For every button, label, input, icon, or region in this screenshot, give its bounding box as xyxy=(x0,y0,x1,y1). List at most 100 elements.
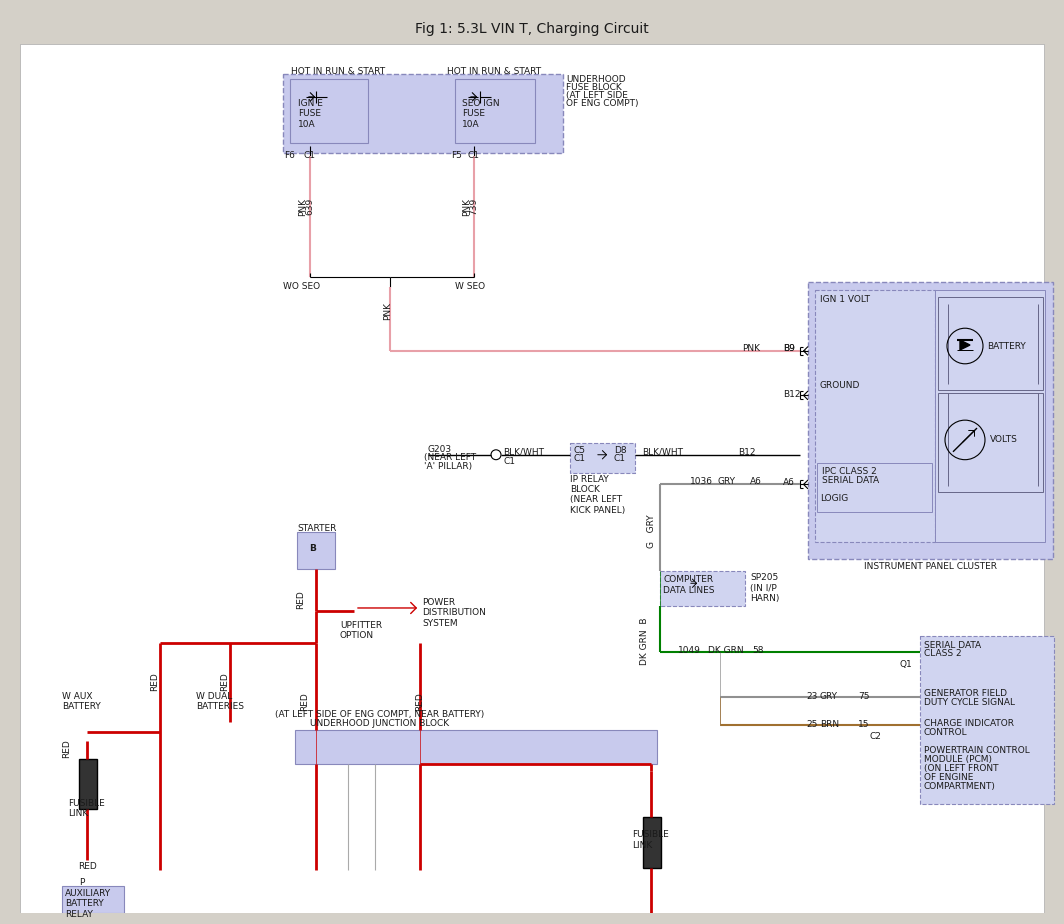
Text: IGN 1 VOLT: IGN 1 VOLT xyxy=(820,295,870,304)
Text: COMPUTER
DATA LINES: COMPUTER DATA LINES xyxy=(663,576,715,595)
Text: D8: D8 xyxy=(614,446,627,455)
Bar xyxy=(808,282,1053,558)
Text: W SEO: W SEO xyxy=(455,282,485,291)
Bar xyxy=(920,636,1054,804)
Bar xyxy=(295,730,656,764)
Text: COMPARTMENT): COMPARTMENT) xyxy=(924,782,996,791)
Text: GROUND: GROUND xyxy=(820,381,861,390)
Text: B12: B12 xyxy=(783,390,800,398)
Text: UNDERHOOD: UNDERHOOD xyxy=(566,75,626,84)
Text: W AUX
BATTERY: W AUX BATTERY xyxy=(62,692,101,711)
Text: B: B xyxy=(309,543,316,553)
Text: RED: RED xyxy=(220,673,229,691)
Text: IP RELAY
BLOCK
(NEAR LEFT
KICK PANEL): IP RELAY BLOCK (NEAR LEFT KICK PANEL) xyxy=(570,475,626,515)
Text: VOLTS: VOLTS xyxy=(990,435,1018,444)
Text: G   GRY: G GRY xyxy=(647,514,656,548)
Bar xyxy=(938,297,1043,391)
Bar xyxy=(283,74,563,153)
Text: 58: 58 xyxy=(752,646,764,654)
Text: HOT IN RUN & START: HOT IN RUN & START xyxy=(290,67,385,76)
Text: 'A' PILLAR): 'A' PILLAR) xyxy=(423,462,472,470)
Text: OF ENG COMPT): OF ENG COMPT) xyxy=(566,99,638,108)
Text: B9: B9 xyxy=(783,344,795,353)
Text: A6: A6 xyxy=(783,479,795,488)
Text: P: P xyxy=(79,878,84,887)
Text: DK GRN  B: DK GRN B xyxy=(641,618,649,665)
Text: CONTROL: CONTROL xyxy=(924,727,967,736)
Text: C2: C2 xyxy=(870,732,882,740)
Text: AUXILIARY
BATTERY
RELAY: AUXILIARY BATTERY RELAY xyxy=(65,889,111,918)
Text: 75: 75 xyxy=(858,692,869,701)
Text: FUSIBLE
LINK: FUSIBLE LINK xyxy=(68,798,104,818)
Text: C1: C1 xyxy=(468,152,480,160)
Bar xyxy=(290,79,368,143)
Text: W DUAL
BATTERIES: W DUAL BATTERIES xyxy=(196,692,244,711)
Text: BRN: BRN xyxy=(820,720,839,729)
Text: PNK: PNK xyxy=(462,198,471,215)
Text: GRY: GRY xyxy=(820,692,838,701)
Bar xyxy=(297,532,335,569)
Text: SERIAL DATA: SERIAL DATA xyxy=(924,640,981,650)
Text: C1: C1 xyxy=(304,152,316,160)
Text: DUTY CYCLE SIGNAL: DUTY CYCLE SIGNAL xyxy=(924,698,1015,707)
Text: PNK: PNK xyxy=(383,301,392,320)
Text: Q1: Q1 xyxy=(900,661,913,669)
Text: IGN E
FUSE
10A: IGN E FUSE 10A xyxy=(298,99,322,128)
Text: (ON LEFT FRONT: (ON LEFT FRONT xyxy=(924,764,998,773)
Text: FUSIBLE
LINK: FUSIBLE LINK xyxy=(632,831,669,850)
Text: PNK: PNK xyxy=(298,198,307,215)
Bar xyxy=(643,817,661,868)
Text: (NEAR LEFT: (NEAR LEFT xyxy=(423,453,476,462)
Bar xyxy=(935,289,1045,541)
Text: FUSE BLOCK: FUSE BLOCK xyxy=(566,83,621,92)
Text: MODULE (PCM): MODULE (PCM) xyxy=(924,755,992,764)
Polygon shape xyxy=(960,340,970,350)
Text: (AT LEFT SIDE: (AT LEFT SIDE xyxy=(566,91,628,100)
Text: PNK: PNK xyxy=(742,344,760,353)
Bar xyxy=(660,571,745,606)
Text: IPC CLASS 2: IPC CLASS 2 xyxy=(822,467,877,476)
Text: A6: A6 xyxy=(750,478,762,486)
Text: LOGIG: LOGIG xyxy=(820,494,848,504)
Text: RED: RED xyxy=(296,590,305,609)
Bar xyxy=(79,760,97,808)
Text: RED: RED xyxy=(415,692,423,711)
Bar xyxy=(570,443,635,472)
Text: C1: C1 xyxy=(614,454,626,463)
Text: (AT LEFT SIDE OF ENG COMPT, NEAR BATTERY): (AT LEFT SIDE OF ENG COMPT, NEAR BATTERY… xyxy=(276,710,484,719)
Text: BLK/WHT: BLK/WHT xyxy=(503,448,544,456)
Text: DK GRN: DK GRN xyxy=(708,646,744,654)
Bar xyxy=(817,463,932,512)
Bar xyxy=(62,886,124,914)
Text: 639: 639 xyxy=(305,198,314,215)
Text: 23: 23 xyxy=(807,692,817,701)
Text: OF ENGINE: OF ENGINE xyxy=(924,773,974,782)
Bar xyxy=(938,394,1043,492)
Text: 25: 25 xyxy=(807,720,817,729)
Text: C1: C1 xyxy=(573,454,586,463)
Bar xyxy=(455,79,535,143)
Text: SERIAL DATA: SERIAL DATA xyxy=(822,476,879,484)
Text: SEO IGN
FUSE
10A: SEO IGN FUSE 10A xyxy=(462,99,500,128)
Text: WO SEO: WO SEO xyxy=(283,282,320,291)
Text: RED: RED xyxy=(78,862,97,871)
Text: RED: RED xyxy=(150,673,159,691)
Text: CLASS 2: CLASS 2 xyxy=(924,650,962,659)
Text: HOT IN RUN & START: HOT IN RUN & START xyxy=(447,67,542,76)
Text: CHARGE INDICATOR: CHARGE INDICATOR xyxy=(924,719,1014,728)
Text: G203: G203 xyxy=(428,444,452,454)
Text: GENERATOR FIELD: GENERATOR FIELD xyxy=(924,689,1007,698)
Text: C5: C5 xyxy=(573,446,586,455)
Text: RED: RED xyxy=(300,692,309,711)
Text: POWERTRAIN CONTROL: POWERTRAIN CONTROL xyxy=(924,747,1030,756)
Text: SP205
(IN I/P
HARN): SP205 (IN I/P HARN) xyxy=(750,574,779,603)
Text: INSTRUMENT PANEL CLUSTER: INSTRUMENT PANEL CLUSTER xyxy=(864,562,997,570)
Bar xyxy=(815,289,935,541)
Text: STARTER: STARTER xyxy=(297,524,336,533)
Text: 1036: 1036 xyxy=(689,478,713,486)
Text: BLK/WHT: BLK/WHT xyxy=(642,448,683,456)
Text: 1049: 1049 xyxy=(678,646,701,654)
Text: RED: RED xyxy=(62,739,71,759)
Text: UPFITTER
OPTION: UPFITTER OPTION xyxy=(340,621,382,640)
Text: 739: 739 xyxy=(469,198,478,215)
